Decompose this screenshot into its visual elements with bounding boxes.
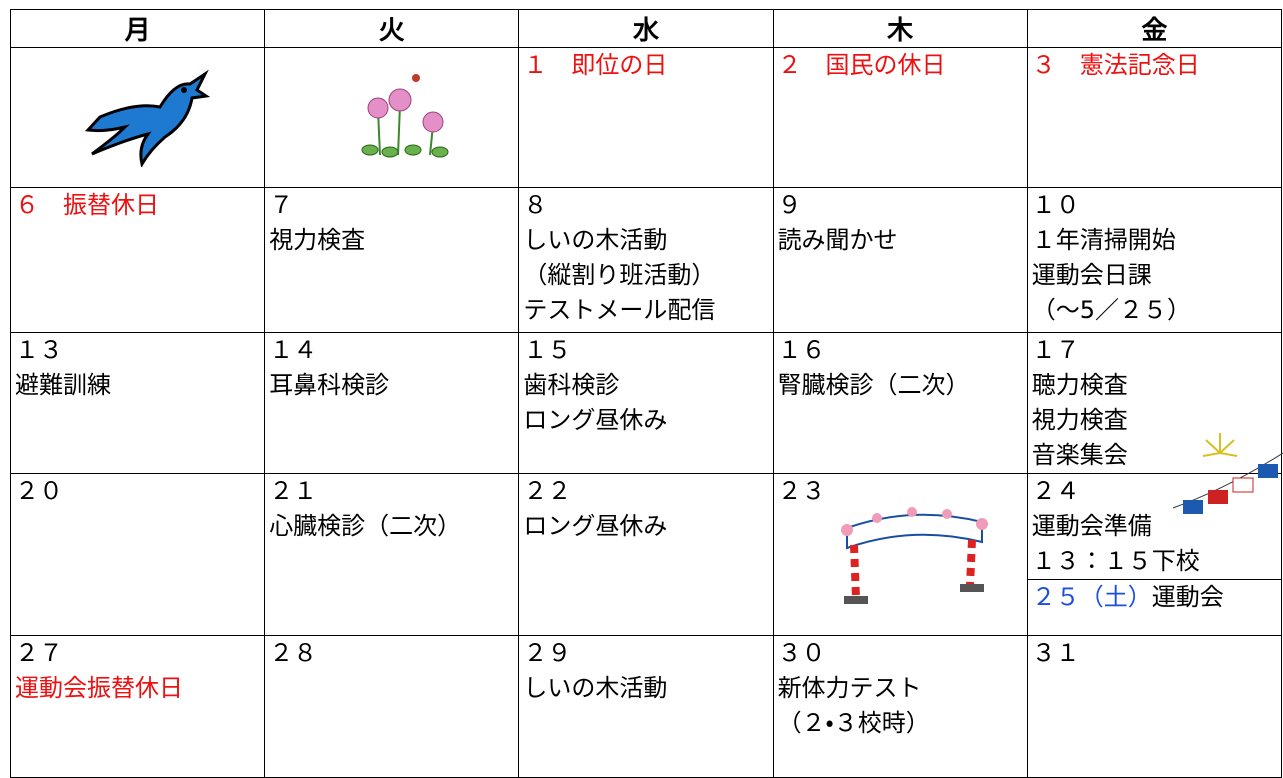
event-text: テストメール配信 [523,296,716,324]
cell-line: ９ [777,191,802,219]
event-text: １年清掃開始 [1031,226,1176,254]
day-cell: ６ 振替休日 [9,187,266,333]
event-text: 運動会振替休日 [15,674,183,702]
cell-line: １５ [523,336,572,364]
cell-line: １３ [15,336,63,364]
cell-line: ８ [523,191,548,219]
cell-line: ２７ [15,639,63,667]
cell-line: ２３ [777,477,826,505]
event-text: 音楽集会 [1031,441,1128,469]
event-text: 運動会準備 [1031,512,1152,540]
cell-line: ３１ [1031,639,1080,667]
cell-line: ２ 国民の休日 [777,51,946,79]
event-text: （縦割り班活動） [523,261,716,289]
note-text: 運動会 [1151,583,1224,611]
cell-line: １０ [1031,191,1080,219]
event-text: 避難訓練 [15,371,111,399]
event-text: 新体力テスト [777,674,922,702]
cell-line: １４ [269,336,318,364]
weekday: 月 [9,9,266,48]
event-text: １３：１５下校 [1031,547,1200,575]
day-cell: ３０ 新体力テスト （２・３校時） [772,635,1028,778]
event-text: 読み聞かせ [777,226,898,254]
weekday: 木 [772,9,1028,48]
weekday: 金 [1026,9,1283,48]
week-row: ６ 振替休日 ７ 視力検査 ８ しいの木活動 （縦割り班活動） テストメール配信 ９ 読み聞かせ… [9,187,1283,333]
day-cell: ２４ 運動会準備 １３：１５下校 ２５（土）運動会 [1026,473,1283,636]
weekday: 火 [264,9,520,48]
cell-line: ３ 憲法記念日 [1031,51,1200,79]
day-cell: ２１ 心臓検診（二次） [264,473,520,636]
event-text: 聴力検査 [1031,371,1128,399]
weekday: 水 [518,9,774,48]
cell-line: ２８ [269,639,318,667]
day-cell: ２０ [9,473,266,636]
day-cell: １３ 避難訓練 [9,332,266,474]
day-cell [264,47,520,188]
event-text: しいの木活動 [523,226,668,254]
event-text: 心臓検診（二次） [269,512,462,540]
event-text: しいの木活動 [523,674,668,702]
day-cell: ２ 国民の休日 [772,47,1028,188]
cell-note: ２５（土）運動会 [1028,579,1281,615]
cell-line: ２０ [15,477,63,505]
cell-line: ７ [269,191,294,219]
day-cell: １６ 腎臓検診（二次） [772,332,1028,474]
cell-line: ２１ [269,477,318,505]
day-cell: ２８ [264,635,520,778]
event-text: （～5／２５） [1031,296,1192,324]
day-cell: １０ １年清掃開始 運動会日課 （～5／２５） [1026,187,1283,333]
cell-line: ６ 振替休日 [15,191,159,219]
event-text: 視力検査 [1031,406,1128,434]
cell-line: ２２ [523,477,572,505]
cell-line: １７ [1031,336,1080,364]
day-cell: ３ 憲法記念日 [1026,47,1283,188]
cell-line: ２９ [523,639,572,667]
day-cell: １７ 聴力検査視力検査音楽集会 [1026,332,1283,474]
cell-line: ３０ [777,639,826,667]
cell-line: １ 即位の日 [523,51,668,79]
event-text: 腎臓検診（二次） [777,371,970,399]
weekday-header: 月火水木金 [9,9,1283,48]
day-cell: ２７ 運動会振替休日 [9,635,266,778]
day-cell: １５ 歯科検診ロング昼休み [518,332,774,474]
day-cell: ２２ ロング昼休み [518,473,774,636]
day-cell: １４ 耳鼻科検診 [264,332,520,474]
week-row: ２７ 運動会振替休日 ２８ ２９ しいの木活動 ３０ 新体力テスト （２・３校時） ３１ [9,635,1283,778]
cell-line: １６ [777,336,826,364]
cell-line: ２４ [1031,477,1080,505]
week-row: ２０ ２１ 心臓検診（二次） ２２ ロング昼休み ２３ ２４ 運動会準備 １３：１５下校 ２５（土… [9,473,1283,636]
note-text: ２５（土） [1031,583,1152,611]
week-row: １ 即位の日 ２ 国民の休日 ３ 憲法記念日 [9,47,1283,188]
day-cell [9,47,266,188]
event-text: 歯科検診 [523,371,620,399]
day-cell: ３１ [1026,635,1283,778]
event-text: 運動会日課 [1031,261,1152,289]
week-row: １３ 避難訓練 １４ 耳鼻科検診 １５ 歯科検診ロング昼休み １６ 腎臓検診（二次） １７ 聴力検… [9,332,1283,474]
day-cell: ７ 視力検査 [264,187,520,333]
event-text: 視力検査 [269,226,366,254]
day-cell: ９ 読み聞かせ [772,187,1028,333]
event-text: 耳鼻科検診 [269,371,390,399]
day-cell: ２３ [772,473,1028,636]
page: {"header": {"days": ["月", "火", "水", "木",… [9,9,1283,778]
event-text: ロング昼休み [523,406,668,434]
day-cell: １ 即位の日 [518,47,774,188]
day-cell: ８ しいの木活動 （縦割り班活動） テストメール配信 [518,187,774,333]
event-text: （２・３校時） [777,709,930,737]
calendar: 月火水木金 １ 即位の日 ２ 国民の休日 ３ 憲法記念日 ６ 振替休日 ７ 視力検査 ８ しい… [9,9,1283,778]
day-cell: ２９ しいの木活動 [518,635,774,778]
event-text: ロング昼休み [523,512,668,540]
